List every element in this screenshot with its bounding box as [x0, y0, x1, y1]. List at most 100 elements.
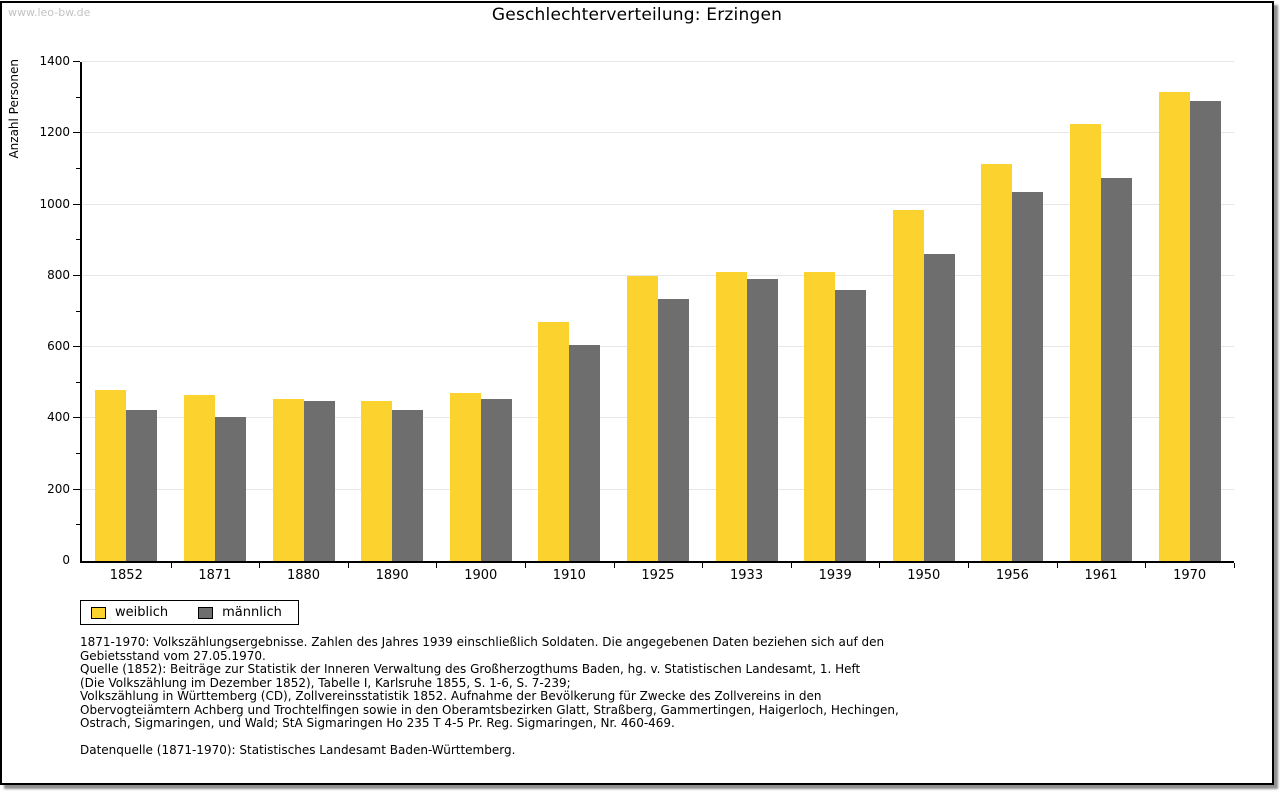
footnote-line-7: Ostrach, Sigmaringen, und Wald; StA Sigm…	[80, 716, 675, 730]
y-minor-tick-1300	[76, 96, 80, 98]
x-tick-label-1890: 1890	[375, 568, 409, 583]
y-tick-label-1400: 1400	[39, 54, 70, 68]
bar-männlich-1939	[835, 290, 867, 561]
gridline-1400	[82, 61, 1234, 62]
bar-männlich-1880	[303, 400, 335, 561]
bar-männlich-1852	[126, 409, 158, 561]
bar-männlich-1956	[1012, 192, 1044, 561]
bar-weiblich-1933	[715, 272, 747, 561]
bar-männlich-1890	[392, 409, 424, 561]
y-tick-label-200: 200	[47, 481, 70, 496]
bar-group-1852: 1852	[82, 62, 172, 583]
bar-weiblich-1956	[981, 163, 1013, 561]
x-tick-label-1910: 1910	[552, 568, 586, 583]
bar-männlich-1900	[480, 398, 512, 561]
bar-group-1890: 1890	[348, 62, 438, 583]
y-major-tick-1000	[73, 203, 80, 205]
bar-weiblich-1852	[95, 389, 127, 561]
y-minor-tick-300	[76, 453, 80, 455]
x-boundary-tick-1925	[702, 563, 704, 568]
x-tick-label-1933: 1933	[730, 568, 764, 583]
bar-weiblich-1950	[892, 209, 924, 561]
gridline-1200	[82, 132, 1234, 134]
y-major-tick-1200	[73, 132, 80, 134]
bar-weiblich-1880	[272, 398, 304, 561]
x-boundary-tick-1950	[968, 563, 970, 568]
x-boundary-tick-1910	[613, 563, 615, 568]
bar-männlich-1910	[569, 345, 601, 561]
footnote-line-9: Datenquelle (1871-1970): Statistisches L…	[80, 743, 516, 757]
x-boundary-tick-1933	[790, 563, 792, 568]
x-tick-label-1871: 1871	[198, 568, 232, 583]
gridline-1000	[82, 203, 1234, 205]
y-major-tick-800	[73, 274, 80, 276]
x-tick-label-1950: 1950	[907, 568, 941, 583]
x-boundary-tick-1890	[436, 563, 438, 568]
weiblich-color-swatch	[91, 606, 106, 619]
bar-group-1880: 1880	[259, 62, 349, 583]
bar-männlich-1950	[923, 254, 955, 561]
x-tick-label-1970: 1970	[1173, 568, 1207, 583]
legend-item-weiblich: weiblich	[91, 605, 168, 620]
x-tick-label-1925: 1925	[641, 568, 675, 583]
y-axis-label: Anzahl Personen	[7, 59, 21, 159]
source-footnote: 1871-1970: Volkszählungsergebnisse. Zahl…	[80, 635, 899, 758]
footnote-line-1: 1871-1970: Volkszählungsergebnisse. Zahl…	[80, 635, 885, 649]
x-boundary-tick-1871	[259, 563, 261, 568]
y-major-tick-600	[73, 346, 80, 348]
x-boundary-tick-1852	[170, 563, 172, 568]
bar-weiblich-1970	[1158, 92, 1190, 561]
bar-group-1950: 1950	[879, 62, 970, 583]
maennlich-color-swatch	[198, 606, 214, 619]
y-minor-tick-1100	[76, 167, 80, 169]
x-tick-label-1880: 1880	[286, 568, 321, 583]
x-tick-label-1956: 1956	[995, 568, 1029, 583]
bar-group-1910: 1910	[525, 62, 615, 583]
y-major-tick-400	[73, 417, 80, 419]
y-tick-label-400: 400	[47, 410, 70, 425]
y-minor-tick-900	[76, 239, 80, 241]
bar-weiblich-1890	[361, 400, 393, 561]
gridline-800	[82, 274, 1234, 276]
footnote-line-3: Quelle (1852): Beiträge zur Statistik de…	[80, 662, 861, 676]
bar-männlich-1970	[1189, 101, 1221, 561]
watermark-leo-bw: www.leo-bw.de	[8, 6, 91, 19]
bar-weiblich-1910	[538, 322, 570, 561]
footnote-line-6: Obervogteiämtern Achberg und Trochtelfin…	[80, 702, 899, 717]
bar-group-1970: 1970	[1145, 62, 1235, 583]
bar-group-1956: 1956	[968, 62, 1058, 583]
x-boundary-tick-1956	[1056, 563, 1058, 568]
y-minor-tick-500	[76, 381, 80, 383]
chart-title: Geschlechterverteilung: Erzingen	[491, 5, 783, 25]
x-tick-label-1852: 1852	[109, 568, 143, 583]
y-minor-tick-100	[76, 524, 80, 526]
x-tick-label-1939: 1939	[818, 568, 852, 583]
y-major-tick-200	[73, 488, 80, 490]
x-tick-label-1900: 1900	[464, 568, 498, 583]
bar-group-1939: 1939	[791, 62, 881, 583]
y-tick-label-1000: 1000	[39, 196, 70, 211]
bar-group-1925: 1925	[614, 62, 704, 583]
y-tick-label-1200: 1200	[39, 125, 70, 140]
bar-group-1871: 1871	[171, 62, 261, 583]
y-minor-tick-700	[76, 310, 80, 312]
bar-weiblich-1871	[183, 395, 215, 561]
bar-weiblich-1900	[449, 393, 481, 561]
y-major-tick-1400	[73, 61, 80, 62]
bar-weiblich-1961	[1070, 124, 1101, 561]
y-tick-label-0: 0	[62, 553, 70, 567]
footnote-line-4: (Die Volkszählung im Dezember 1852), Tab…	[80, 675, 571, 690]
x-boundary-tick-1939	[879, 563, 881, 568]
bar-weiblich-1939	[804, 272, 836, 561]
x-boundary-tick-1970	[1233, 563, 1235, 568]
footnote-line-5: Volkszählung in Württemberg (CD), Zollve…	[80, 689, 822, 703]
bar-group-1961: 1961	[1057, 62, 1147, 583]
x-boundary-tick-1880	[347, 563, 349, 568]
footnote-line-2: Gebietsstand vom 27.05.1970.	[80, 648, 266, 663]
legend-label-maennlich: männlich	[222, 605, 282, 620]
x-tick-label-1961: 1961	[1084, 568, 1118, 583]
bar-group-1900: 1900	[436, 62, 527, 583]
bar-group-1933: 1933	[702, 62, 792, 583]
legend: weiblich männlich	[80, 600, 299, 625]
